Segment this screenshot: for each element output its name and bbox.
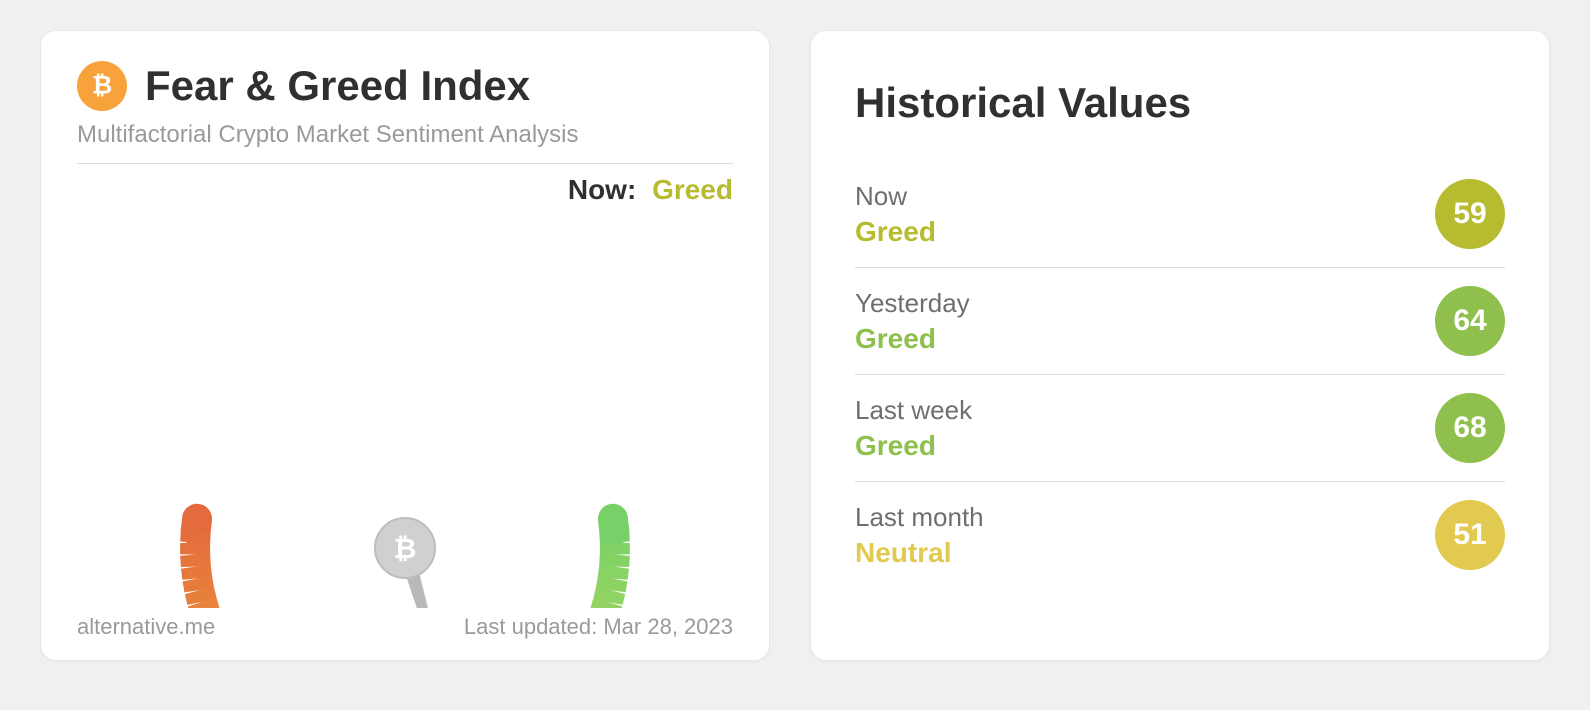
historical-list: Now Greed 59 Yesterday Greed 64 Last week Greed… xyxy=(855,161,1505,588)
historical-period: Yesterday xyxy=(855,288,970,319)
historical-title: Historical Values xyxy=(855,79,1505,127)
bitcoin-icon: ₿ xyxy=(77,61,127,111)
gauge-chart: ₿59 xyxy=(77,208,733,608)
historical-classification: Greed xyxy=(855,430,972,462)
historical-item: Last month Neutral 51 xyxy=(855,481,1505,588)
now-status: Now: Greed xyxy=(77,174,733,206)
historical-values-card: Historical Values Now Greed 59 Yesterday Gre… xyxy=(810,30,1550,661)
svg-text:₿: ₿ xyxy=(92,72,112,100)
historical-value-badge: 68 xyxy=(1435,393,1505,463)
last-updated-label: Last updated: Mar 28, 2023 xyxy=(464,614,733,640)
historical-classification: Neutral xyxy=(855,537,984,569)
historical-value-badge: 59 xyxy=(1435,179,1505,249)
now-label: Now: xyxy=(568,174,636,205)
historical-classification: Greed xyxy=(855,216,936,248)
historical-item: Last week Greed 68 xyxy=(855,374,1505,481)
card-title: Fear & Greed Index xyxy=(145,64,530,108)
historical-value-badge: 64 xyxy=(1435,286,1505,356)
now-classification: Greed xyxy=(652,174,733,205)
historical-item: Yesterday Greed 64 xyxy=(855,267,1505,374)
historical-classification: Greed xyxy=(855,323,970,355)
bitcoin-glyph-icon: ₿ xyxy=(394,533,417,564)
historical-item: Now Greed 59 xyxy=(855,161,1505,267)
fear-greed-gauge-card: ₿ Fear & Greed Index Multifactorial Cryp… xyxy=(40,30,770,661)
historical-value-badge: 51 xyxy=(1435,500,1505,570)
bitcoin-glyph-icon: ₿ xyxy=(87,71,117,101)
historical-period: Now xyxy=(855,181,936,212)
historical-period: Last month xyxy=(855,502,984,533)
divider xyxy=(77,163,733,164)
historical-period: Last week xyxy=(855,395,972,426)
source-label: alternative.me xyxy=(77,614,215,640)
card-subtitle: Multifactorial Crypto Market Sentiment A… xyxy=(77,121,733,149)
